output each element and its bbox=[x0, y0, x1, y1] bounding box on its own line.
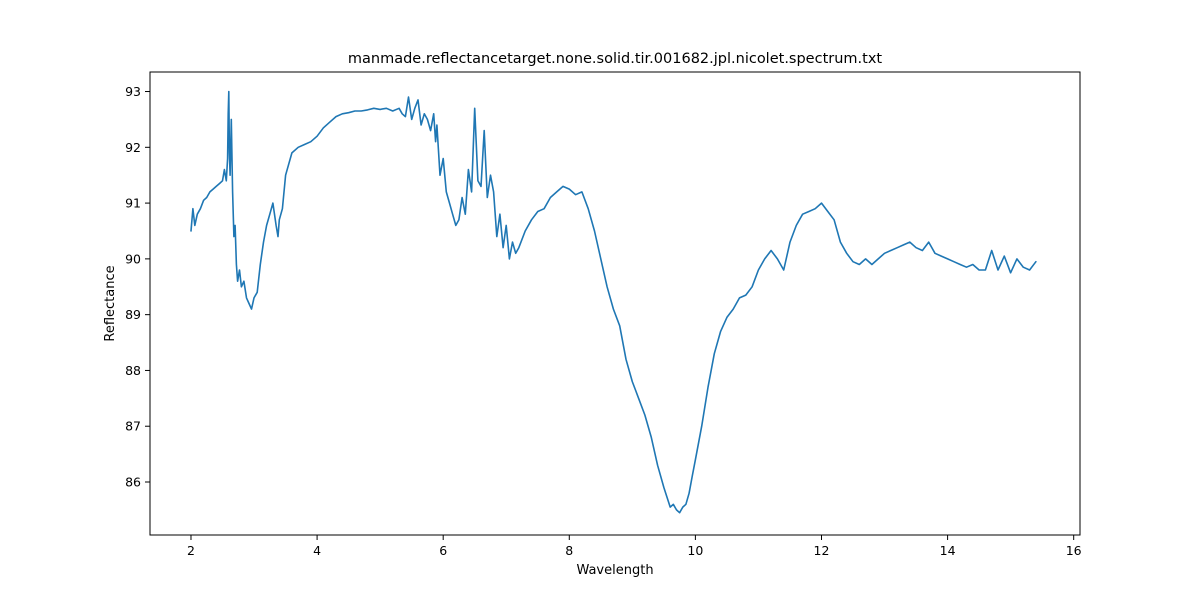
x-tick-label: 12 bbox=[814, 543, 830, 558]
x-axis-label: Wavelength bbox=[576, 563, 653, 578]
x-tick-label: 16 bbox=[1066, 543, 1082, 558]
y-tick-label: 88 bbox=[125, 363, 141, 378]
x-tick-label: 14 bbox=[940, 543, 956, 558]
x-tick-label: 8 bbox=[565, 543, 573, 558]
y-tick-label: 90 bbox=[125, 251, 141, 266]
axis-ticks: 2 4 6 8 10 12 14 16 86 87 88 89 90 91 92 93 bbox=[125, 84, 1082, 558]
y-tick-label: 86 bbox=[125, 475, 141, 490]
spectrum-series-line bbox=[190, 90, 1037, 514]
x-tick-label: 10 bbox=[687, 543, 703, 558]
y-axis-label: Reflectance bbox=[103, 265, 118, 341]
x-tick-label: 6 bbox=[439, 543, 447, 558]
y-tick-label: 93 bbox=[125, 84, 141, 99]
x-tick-label: 2 bbox=[187, 543, 195, 558]
y-tick-label: 89 bbox=[125, 307, 141, 322]
chart-title: manmade.reflectancetarget.none.solid.tir… bbox=[348, 51, 883, 67]
y-tick-label: 87 bbox=[125, 419, 141, 434]
y-tick-label: 92 bbox=[125, 140, 141, 155]
axes-frame bbox=[149, 71, 1081, 536]
x-tick-label: 4 bbox=[313, 543, 321, 558]
plot-area bbox=[190, 90, 1037, 514]
y-tick-label: 91 bbox=[125, 196, 141, 211]
